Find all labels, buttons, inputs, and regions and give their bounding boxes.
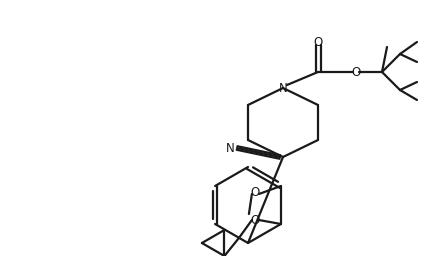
Text: O: O xyxy=(250,215,260,228)
Text: O: O xyxy=(250,187,260,199)
Text: O: O xyxy=(313,36,322,48)
Text: N: N xyxy=(279,81,287,94)
Text: O: O xyxy=(351,66,361,79)
Text: N: N xyxy=(226,142,234,155)
